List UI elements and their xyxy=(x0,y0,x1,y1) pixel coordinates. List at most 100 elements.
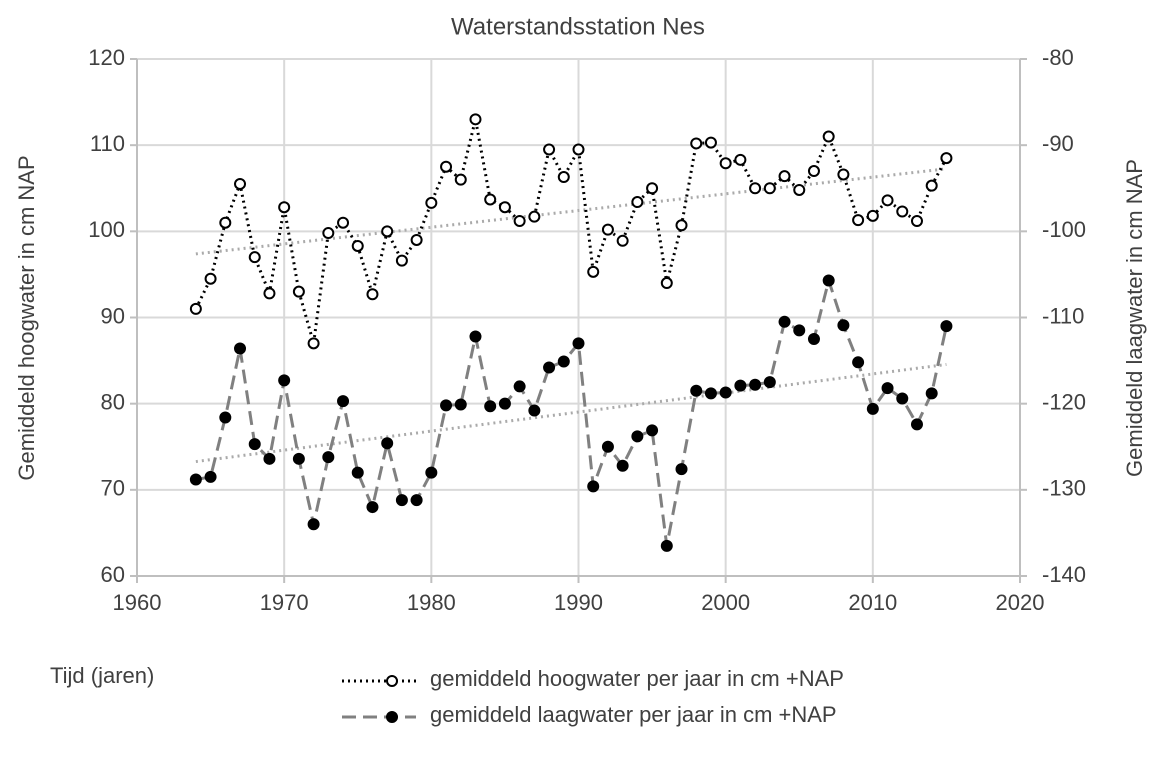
marker xyxy=(557,355,570,368)
marker xyxy=(675,463,688,476)
y2-tick-label: -100 xyxy=(1042,217,1086,242)
marker xyxy=(646,182,659,195)
marker xyxy=(822,274,835,287)
marker xyxy=(189,302,202,315)
marker xyxy=(690,137,703,150)
marker xyxy=(498,397,511,410)
y2-tick-label: -90 xyxy=(1042,131,1074,156)
marker xyxy=(337,395,350,408)
marker xyxy=(896,205,909,218)
marker xyxy=(307,518,320,531)
marker xyxy=(248,251,261,264)
marker xyxy=(263,287,276,300)
y2-tick-label: -110 xyxy=(1042,303,1084,328)
marker xyxy=(498,201,511,214)
y-tick-label: 80 xyxy=(101,389,125,414)
marker xyxy=(469,113,482,126)
marker xyxy=(852,356,865,369)
marker xyxy=(234,177,247,190)
marker xyxy=(616,459,629,472)
marker xyxy=(395,254,408,267)
marker xyxy=(322,451,335,464)
marker xyxy=(881,382,894,395)
marker xyxy=(749,182,762,195)
marker xyxy=(248,438,261,451)
marker xyxy=(484,400,497,413)
y2-tick-label: -130 xyxy=(1042,476,1086,501)
x-tick-label: 1980 xyxy=(407,590,456,615)
marker xyxy=(852,214,865,227)
marker xyxy=(749,378,762,391)
legend-label: gemiddeld laagwater per jaar in cm +NAP xyxy=(430,702,837,727)
x-axis-label: Tijd (jaren) xyxy=(50,663,154,688)
marker xyxy=(763,182,776,195)
x-tick-label: 1990 xyxy=(554,590,603,615)
marker xyxy=(837,319,850,332)
marker xyxy=(601,223,614,236)
marker xyxy=(734,153,747,166)
marker xyxy=(572,337,585,350)
marker xyxy=(469,330,482,343)
y-tick-label: 60 xyxy=(101,562,125,587)
y-axis-label: Gemiddeld hoogwater in cm NAP xyxy=(14,155,39,480)
marker xyxy=(719,386,732,399)
marker xyxy=(204,272,217,285)
marker xyxy=(675,219,688,232)
marker xyxy=(263,452,276,465)
marker xyxy=(822,130,835,143)
marker xyxy=(543,143,556,156)
marker xyxy=(925,387,938,400)
marker xyxy=(778,315,791,328)
y-tick-label: 120 xyxy=(88,45,125,70)
marker xyxy=(734,379,747,392)
marker xyxy=(690,384,703,397)
legend-marker xyxy=(386,675,398,687)
marker xyxy=(616,234,629,247)
marker xyxy=(366,501,379,514)
marker xyxy=(925,179,938,192)
series-line xyxy=(194,118,948,344)
chart-title: Waterstandsstation Nes xyxy=(451,13,705,40)
marker xyxy=(337,216,350,229)
trendline xyxy=(195,167,947,256)
marker xyxy=(896,392,909,405)
marker xyxy=(528,210,541,223)
marker xyxy=(866,209,879,222)
legend-swatch xyxy=(342,711,416,723)
marker xyxy=(587,265,600,278)
legend: gemiddeld hoogwater per jaar in cm +NAP g… xyxy=(340,665,890,737)
marker xyxy=(278,374,291,387)
marker xyxy=(704,136,717,149)
marker xyxy=(793,183,806,196)
legend-entry: gemiddeld laagwater per jaar in cm +NAP xyxy=(340,701,890,729)
marker xyxy=(763,376,776,389)
y-tick-label: 110 xyxy=(90,131,125,156)
marker xyxy=(587,480,600,493)
x-tick-label: 2010 xyxy=(848,590,897,615)
marker xyxy=(381,225,394,238)
legend-marker xyxy=(386,711,398,723)
marker xyxy=(910,214,923,227)
marker xyxy=(660,277,673,290)
marker xyxy=(866,402,879,415)
marker xyxy=(366,288,379,301)
y-tick-label: 70 xyxy=(101,476,125,501)
marker xyxy=(543,361,556,374)
marker xyxy=(440,399,453,412)
marker xyxy=(704,387,717,400)
marker xyxy=(234,342,247,355)
x-tick-label: 2020 xyxy=(996,590,1045,615)
marker xyxy=(528,404,541,417)
marker xyxy=(513,214,526,227)
y-tick-label: 100 xyxy=(88,217,125,242)
marker xyxy=(601,440,614,453)
marker xyxy=(440,160,453,173)
marker xyxy=(778,170,791,183)
marker xyxy=(793,324,806,337)
marker xyxy=(425,466,438,479)
marker xyxy=(513,380,526,393)
marker xyxy=(189,473,202,486)
marker xyxy=(410,494,423,507)
